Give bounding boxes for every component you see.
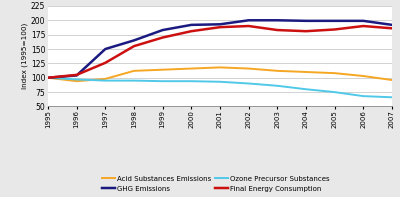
GHG Emissions <box>246 19 251 21</box>
Acid Substances Emissions <box>46 77 50 79</box>
Ozone Precursor Substances <box>46 77 50 79</box>
Final Energy Consumption <box>74 74 79 76</box>
Acid Substances Emissions <box>103 78 108 80</box>
Final Energy Consumption <box>189 30 194 32</box>
GHG Emissions <box>275 19 280 21</box>
Acid Substances Emissions <box>132 70 136 72</box>
GHG Emissions <box>361 20 366 22</box>
Final Energy Consumption <box>160 36 165 39</box>
Final Energy Consumption <box>246 25 251 27</box>
Ozone Precursor Substances <box>390 96 394 98</box>
GHG Emissions <box>132 39 136 42</box>
Acid Substances Emissions <box>390 79 394 81</box>
GHG Emissions <box>332 20 337 22</box>
Acid Substances Emissions <box>189 67 194 70</box>
Final Energy Consumption <box>304 30 308 32</box>
Line: GHG Emissions: GHG Emissions <box>48 20 392 78</box>
GHG Emissions <box>390 24 394 26</box>
Final Energy Consumption <box>361 25 366 27</box>
Y-axis label: Index (1995=100): Index (1995=100) <box>22 23 28 89</box>
Ozone Precursor Substances <box>103 79 108 82</box>
GHG Emissions <box>218 23 222 25</box>
Line: Ozone Precursor Substances: Ozone Precursor Substances <box>48 78 392 97</box>
Ozone Precursor Substances <box>304 88 308 90</box>
Acid Substances Emissions <box>304 71 308 73</box>
GHG Emissions <box>103 48 108 50</box>
Final Energy Consumption <box>332 28 337 31</box>
GHG Emissions <box>74 74 79 77</box>
Line: Final Energy Consumption: Final Energy Consumption <box>48 26 392 78</box>
Ozone Precursor Substances <box>189 80 194 82</box>
Acid Substances Emissions <box>160 69 165 71</box>
Final Energy Consumption <box>103 62 108 64</box>
Final Energy Consumption <box>275 29 280 31</box>
Final Energy Consumption <box>46 77 50 79</box>
Ozone Precursor Substances <box>246 82 251 85</box>
Ozone Precursor Substances <box>160 80 165 82</box>
Ozone Precursor Substances <box>74 78 79 81</box>
GHG Emissions <box>46 77 50 79</box>
Ozone Precursor Substances <box>275 85 280 87</box>
Ozone Precursor Substances <box>332 91 337 93</box>
GHG Emissions <box>160 29 165 31</box>
Final Energy Consumption <box>132 45 136 47</box>
Final Energy Consumption <box>390 27 394 30</box>
Acid Substances Emissions <box>332 72 337 74</box>
Final Energy Consumption <box>218 26 222 28</box>
Ozone Precursor Substances <box>361 95 366 97</box>
GHG Emissions <box>189 24 194 26</box>
Acid Substances Emissions <box>218 66 222 69</box>
Legend: Acid Substances Emissions, GHG Emissions, Ozone Precursor Substances, Final Ener: Acid Substances Emissions, GHG Emissions… <box>102 176 330 191</box>
Line: Acid Substances Emissions: Acid Substances Emissions <box>48 67 392 81</box>
Acid Substances Emissions <box>275 70 280 72</box>
Acid Substances Emissions <box>361 75 366 77</box>
Ozone Precursor Substances <box>218 81 222 83</box>
GHG Emissions <box>304 20 308 22</box>
Acid Substances Emissions <box>74 80 79 82</box>
Acid Substances Emissions <box>246 67 251 70</box>
Ozone Precursor Substances <box>132 79 136 82</box>
